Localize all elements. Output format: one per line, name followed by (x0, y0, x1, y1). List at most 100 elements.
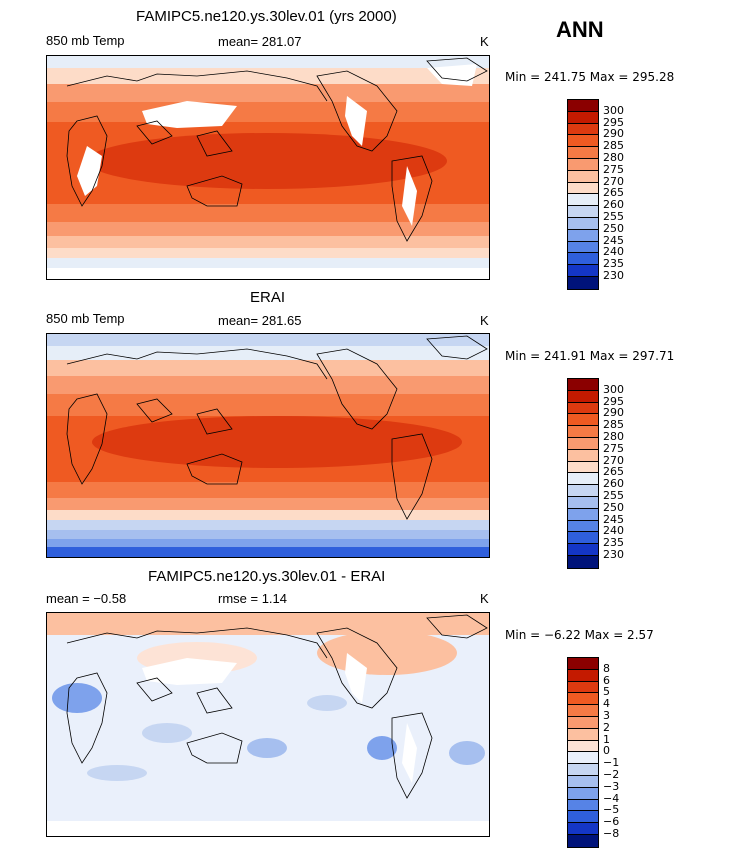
colorbar-swatch (568, 402, 598, 415)
colorbar-swatch (568, 461, 598, 474)
colorbar-swatch (568, 229, 598, 242)
colorbar-swatch (568, 206, 598, 218)
colorbar-level-label: 235 (603, 257, 624, 271)
colorbar-level-label: 260 (603, 198, 624, 212)
colorbar-swatch (568, 740, 598, 753)
panel1-units: K (480, 34, 489, 49)
colorbar-swatch (568, 508, 598, 521)
colorbar-level-label: 280 (603, 430, 624, 443)
colorbar-level-label: −8 (603, 827, 620, 840)
panel1-variable: 850 mb Temp (46, 33, 125, 48)
colorbar-level-label: 245 (603, 512, 624, 526)
colorbar-swatch (568, 123, 598, 136)
colorbar-level-label: 4 (603, 697, 610, 711)
colorbar-level-label: 6 (603, 673, 610, 687)
colorbar-swatch (568, 787, 598, 800)
panel1-mean: mean= 281.07 (218, 34, 302, 49)
colorbar-level-label: −4 (603, 791, 620, 805)
panel2-map (46, 333, 490, 558)
colorbar-level-label: 255 (603, 489, 624, 502)
colorbar-level-label: 235 (603, 536, 624, 550)
colorbar-swatch (568, 449, 598, 462)
colorbar-level-label: 275 (603, 441, 624, 455)
colorbar-swatch (568, 752, 598, 765)
colorbar-swatch (568, 276, 598, 289)
panel3-minmax: Min = −6.22 Max = 2.57 (505, 628, 654, 642)
colorbar-swatch (568, 834, 598, 847)
colorbar-level-label: −2 (603, 768, 620, 781)
colorbar-level-label: 275 (603, 162, 624, 176)
colorbar-swatch (568, 135, 598, 148)
panel1-colorbar: 300 295 290 285 280 275 270 265 260 255 250 245 240 2… (567, 99, 624, 290)
colorbar-swatch (568, 265, 598, 277)
colorbar-level-label: 240 (603, 245, 624, 259)
colorbar-level-label: −3 (603, 779, 620, 793)
colorbar-swatch (568, 390, 598, 403)
colorbar-swatch (568, 799, 598, 812)
colorbar-swatch (568, 241, 598, 254)
colorbar-swatch (568, 147, 598, 159)
colorbar-level-label: 300 (603, 103, 624, 117)
colorbar-level-label: 255 (603, 210, 624, 223)
colorbar-level-label: 285 (603, 418, 624, 432)
colorbar-swatch (568, 473, 598, 486)
panel2-colorbar-swatches (567, 378, 599, 569)
panel1-map-svg (47, 56, 489, 279)
panel3-title: FAMIPC5.ne120.ys.30lev.01 - ERAI (148, 568, 386, 585)
colorbar-swatch (568, 728, 598, 741)
panel2-units: K (480, 313, 489, 328)
panel1-colorbar-swatches (567, 99, 599, 290)
colorbar-swatch (568, 414, 598, 427)
panel3-colorbar: 8 6 5 4 3 2 1 0 −1 −2 −3 −4 −5 −6 −8 (567, 657, 619, 848)
colorbar-level-label: 295 (603, 394, 624, 408)
colorbar-level-label: 0 (603, 744, 610, 758)
panel2-variable: 850 mb Temp (46, 311, 125, 326)
colorbar-swatch (568, 775, 598, 788)
colorbar-swatch (568, 182, 598, 195)
colorbar-swatch (568, 811, 598, 824)
colorbar-level-label: 2 (603, 720, 610, 734)
colorbar-level-label: 270 (603, 453, 624, 467)
colorbar-swatch (568, 681, 598, 694)
colorbar-swatch (568, 217, 598, 230)
colorbar-level-label: 250 (603, 500, 624, 514)
colorbar-swatch (568, 100, 598, 112)
colorbar-swatch (568, 693, 598, 706)
colorbar-level-label: 270 (603, 174, 624, 188)
colorbar-level-label: 250 (603, 221, 624, 235)
colorbar-level-label: 285 (603, 139, 624, 153)
panel3-map (46, 612, 490, 837)
colorbar-swatch (568, 437, 598, 450)
colorbar-swatch (568, 379, 598, 391)
colorbar-level-label: 265 (603, 465, 624, 479)
colorbar-level-label: 265 (603, 186, 624, 200)
colorbar-swatch (568, 716, 598, 729)
colorbar-swatch (568, 253, 598, 266)
colorbar-swatch (568, 426, 598, 438)
season-label: ANN (556, 17, 604, 42)
colorbar-level-label: 260 (603, 477, 624, 491)
colorbar-level-label: 300 (603, 382, 624, 396)
panel3-rmse: rmse = 1.14 (218, 591, 288, 606)
colorbar-level-label: 1 (603, 732, 610, 746)
colorbar-swatch (568, 520, 598, 533)
panel2-colorbar: 300 295 290 285 280 275 270 265 260 255 250 245 240 2… (567, 378, 624, 569)
panel2-title: ERAI (250, 289, 286, 306)
panel3-map-svg (47, 613, 489, 836)
colorbar-level-label: 295 (603, 115, 624, 129)
colorbar-level-label: 245 (603, 233, 624, 247)
panel2-map-svg (47, 334, 489, 557)
colorbar-swatch (568, 194, 598, 207)
colorbar-swatch (568, 485, 598, 497)
colorbar-swatch (568, 705, 598, 717)
panel3-colorbar-swatches (567, 657, 599, 848)
colorbar-level-label: 290 (603, 127, 624, 141)
colorbar-swatch (568, 158, 598, 171)
colorbar-swatch (568, 764, 598, 776)
colorbar-swatch (568, 555, 598, 568)
colorbar-swatch (568, 544, 598, 556)
colorbar-level-label: 290 (603, 406, 624, 420)
panel3-mean: mean = −0.58 (46, 591, 127, 606)
panel2-minmax: Min = 241.91 Max = 297.71 (505, 349, 675, 363)
panel2-mean: mean= 281.65 (218, 313, 302, 328)
